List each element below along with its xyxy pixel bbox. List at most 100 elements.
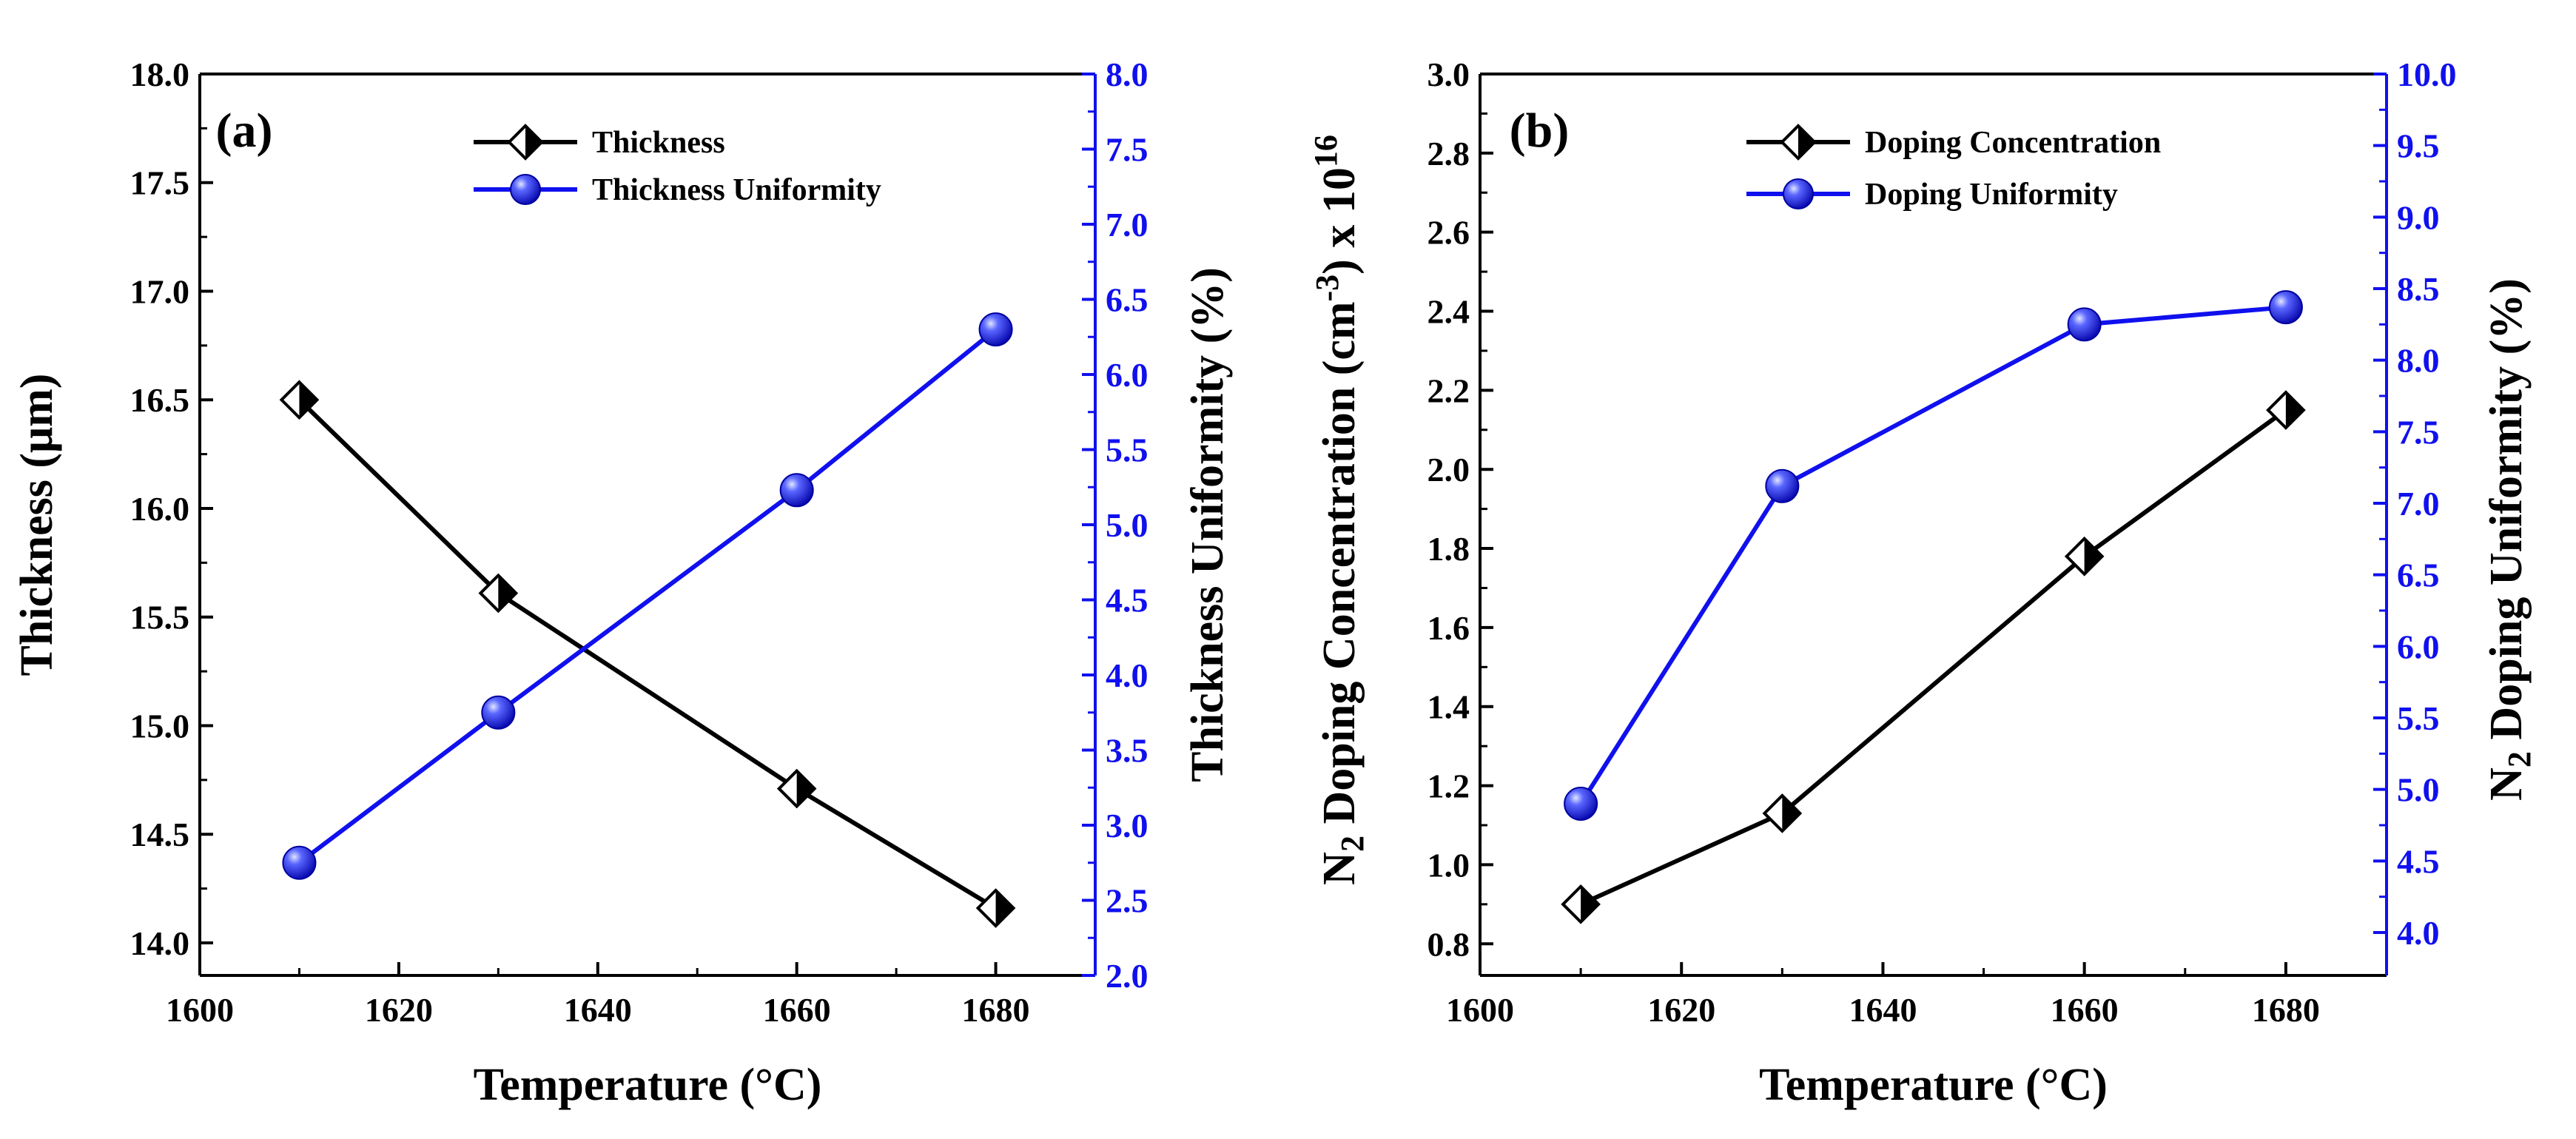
y2-tick-label: 3.0 (1106, 807, 1149, 844)
series-line-left (1579, 408, 2287, 907)
y-tick-label: 17.5 (130, 164, 190, 202)
y-label-part: Doping Concentration (cm (1314, 301, 1365, 836)
y-tick-label: 2.8 (1427, 135, 1470, 172)
y2-tick-label: 10.0 (2397, 56, 2457, 93)
y2-axis-label: Thickness Uniformity (%) (1183, 267, 1233, 782)
legend-label: Thickness (592, 126, 725, 160)
y-label-sub: 2 (1334, 836, 1371, 852)
x-tick-label: 1660 (2051, 991, 2119, 1029)
x-tick-label: 1680 (2252, 991, 2320, 1029)
y-tick-label: 2.4 (1427, 293, 1470, 331)
marker-fill (1798, 126, 1815, 158)
y2-axis-label: N2 Doping Uniformity (%) (2481, 278, 2538, 801)
x-axis-label: Temperature (°C) (1759, 1060, 2108, 1110)
y-tick-label: 1.8 (1427, 530, 1470, 568)
y2-tick-label: 5.0 (1106, 506, 1149, 544)
y-label-part: ) x 10 (1314, 167, 1365, 275)
y2-tick-label: 4.0 (1106, 656, 1149, 694)
y-label-sup: 16 (1308, 135, 1344, 167)
y2-tick-label: 4.0 (2397, 914, 2440, 952)
x-tick-label: 1680 (962, 991, 1030, 1029)
y2-tick-label: 7.0 (2397, 485, 2440, 523)
y-tick-label: 14.0 (130, 924, 190, 962)
legend-marker-diamond (507, 124, 544, 161)
y2-label-sub: 2 (2501, 751, 2538, 767)
y-axis-label: N2 Doping Concentration (cm-3) x 1016 (1308, 135, 1371, 885)
data-point-diamond (2064, 536, 2105, 577)
x-tick-label: 1620 (365, 991, 433, 1029)
y-tick-label: 1.2 (1427, 767, 1470, 805)
y2-label-part: N (2481, 767, 2532, 801)
y-tick-label: 1.0 (1427, 846, 1470, 884)
y-label-sup: -3 (1309, 275, 1345, 302)
y2-tick-label: 5.0 (2397, 771, 2440, 809)
legend-label: Doping Uniformity (1865, 178, 2118, 212)
panel-label: (b) (1510, 104, 1570, 158)
panel-a: 1600 1620 1640 1660 1680 14.0 14.5 15.0 15.5 16.0… (12, 56, 1233, 1110)
y-tick-label: 17.0 (130, 272, 190, 310)
series-line-right (297, 327, 998, 865)
series-line-left (297, 398, 998, 910)
x-tick-label: 1640 (564, 991, 632, 1029)
marker-fill (2285, 392, 2304, 429)
y2-tick-label: 4.5 (1106, 582, 1149, 619)
y-tick-label: 16.0 (130, 490, 190, 528)
marker-fill (525, 126, 542, 158)
data-point-sphere (1564, 787, 1598, 821)
y-tick-label: 18.0 (130, 56, 190, 93)
y2-tick-label: 7.0 (1106, 206, 1149, 243)
marker-fill (498, 575, 517, 611)
data-point-diamond (1561, 884, 1601, 924)
legend-marker-sphere (1783, 178, 1814, 209)
data-point-diamond (975, 888, 1016, 928)
y2-tick-label: 8.0 (2397, 342, 2440, 380)
data-point-diamond (776, 768, 817, 809)
y-tick-label: 2.2 (1427, 372, 1470, 409)
marker-fill (2084, 538, 2102, 574)
y-tick-label: 1.4 (1427, 688, 1470, 726)
data-point-sphere (779, 473, 814, 508)
y-tick-label: 14.5 (130, 816, 190, 853)
data-point-sphere (2268, 290, 2303, 325)
y2-tick-label: 4.5 (2397, 842, 2440, 880)
data-point-sphere (978, 312, 1013, 347)
data-point-sphere (481, 695, 516, 730)
x-tick-label: 1600 (166, 991, 234, 1029)
x-tick-label: 1600 (1446, 991, 1514, 1029)
y-tick-label: 3.0 (1427, 56, 1470, 93)
marker-fill (1782, 795, 1800, 831)
data-point-diamond (2266, 390, 2306, 430)
panel-b: 1600 1620 1640 1660 1680 0.8 1.0 1.2 1.4 1.6 1.8 2.… (1308, 56, 2538, 1110)
y-tick-label: 2.0 (1427, 451, 1470, 488)
data-point-sphere (2067, 307, 2102, 342)
y-label-part: N (1314, 852, 1365, 885)
data-point-diamond (279, 380, 320, 420)
panel-label: (a) (216, 104, 273, 158)
y2-tick-label: 3.5 (1106, 732, 1149, 770)
series-line-right (1578, 305, 2287, 805)
y-axis-label: Thickness (μm) (12, 374, 62, 676)
y2-label-part: Doping Uniformity (%) (2481, 278, 2532, 751)
x-tick-label: 1660 (763, 991, 831, 1029)
legend-label: Doping Concentration (1865, 126, 2161, 160)
marker-fill (995, 890, 1014, 927)
y2-tick-label: 8.5 (2397, 270, 2440, 308)
y-tick-label: 0.8 (1427, 925, 1470, 963)
marker-fill (299, 382, 317, 418)
data-point-sphere (1765, 468, 1800, 503)
x-tick-label: 1640 (1849, 991, 1917, 1029)
x-tick-label: 1620 (1647, 991, 1715, 1029)
legend-marker-sphere (510, 174, 541, 205)
y2-tick-label: 6.0 (1106, 356, 1149, 394)
legend-marker-diamond (1780, 124, 1817, 161)
y2-tick-label: 2.0 (1106, 957, 1149, 995)
y-tick-label: 1.6 (1427, 609, 1470, 647)
legend-label: Thickness Uniformity (592, 173, 881, 207)
y2-tick-label: 6.5 (2397, 557, 2440, 594)
y2-tick-label: 6.0 (2397, 628, 2440, 665)
x-axis-label: Temperature (°C) (474, 1060, 822, 1110)
data-point-sphere (282, 845, 317, 880)
y2-tick-label: 9.0 (2397, 198, 2440, 236)
y-tick-label: 16.5 (130, 381, 190, 419)
